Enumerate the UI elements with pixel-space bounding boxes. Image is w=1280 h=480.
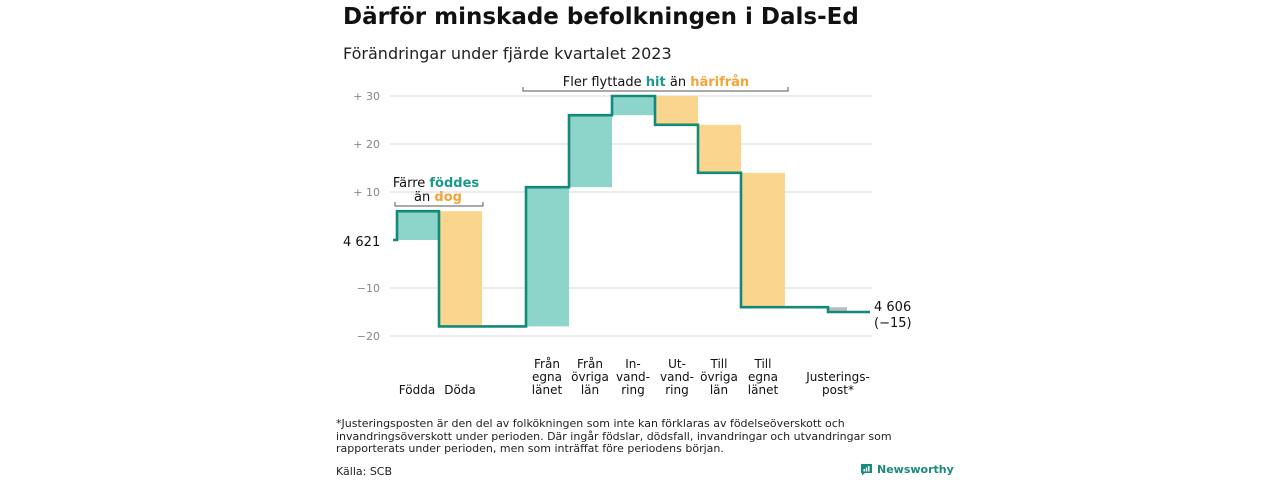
annotation-bracket-births — [394, 202, 484, 207]
chart-title: Därför minskade befolkningen i Dals-Ed — [343, 4, 859, 30]
x-label-till-egna-lanet: Till — [754, 357, 772, 371]
end-value-label: 4 606 — [874, 300, 911, 315]
annotation-segment: hit — [646, 75, 666, 90]
x-label-till-egna-lanet: länet — [748, 383, 779, 397]
bar-utvandring — [655, 96, 698, 125]
start-end-labels: 4 621 4 606(−15) — [343, 235, 912, 331]
x-label-till-ovriga-lan: län — [710, 383, 728, 397]
bar-till-egna-lanet — [741, 172, 785, 308]
x-label-fran-ovriga-lan: län — [581, 383, 599, 397]
x-label-doda: Döda — [444, 383, 476, 397]
y-tick-label: + 10 — [353, 186, 380, 199]
annotation-segment: än — [666, 75, 690, 90]
x-label-till-ovriga-lan: övriga — [700, 370, 738, 384]
end-change-label: (−15) — [874, 316, 912, 331]
x-label-fran-egna-lanet: Från — [534, 357, 560, 371]
bar-doda — [439, 211, 482, 327]
bar-fodda — [397, 211, 439, 240]
source-note: Källa: SCB — [336, 465, 393, 478]
y-tick-label: + 30 — [353, 90, 380, 103]
annotation-bracket-migration — [522, 87, 789, 92]
x-label-fodda: Födda — [399, 383, 435, 397]
bar-invandring — [612, 96, 655, 116]
running-total-line — [393, 94, 870, 328]
x-label-fran-egna-lanet: länet — [532, 383, 563, 397]
chart-subtitle: Förändringar under fjärde kvartalet 2023 — [343, 44, 672, 63]
bars — [397, 96, 847, 327]
y-tick-label: −20 — [357, 330, 380, 343]
footnote: *Justeringsposten är den del av folkökni… — [336, 417, 892, 455]
newsworthy-logo-icon — [861, 464, 872, 476]
annotation-segment: dog — [434, 190, 462, 205]
x-label-invandring: ring — [621, 383, 645, 397]
step-line — [393, 94, 870, 328]
y-axis-ticks: + 30 + 20 + 10 −10 −20 — [353, 90, 380, 343]
annotation-segment: Färre — [393, 176, 430, 191]
x-label-invandring: In- — [625, 357, 640, 371]
annotation-migration: Fler flyttade hit än härifrån — [563, 75, 749, 90]
annotation-births: Färre föddes — [393, 176, 480, 191]
x-label-till-egna-lanet: egna — [748, 370, 778, 384]
x-label-till-ovriga-lan: Till — [710, 357, 728, 371]
annotation-segment: härifrån — [690, 75, 749, 90]
annotation-segment: föddes — [429, 176, 479, 191]
x-label-justeringspost: Justerings- — [805, 370, 870, 384]
x-label-fran-ovriga-lan: Från — [577, 357, 603, 371]
bar-justeringspost — [828, 307, 847, 312]
x-label-fran-egna-lanet: egna — [532, 370, 562, 384]
brand-name: Newsworthy — [877, 463, 954, 476]
x-label-utvandring: Ut- — [668, 357, 686, 371]
bar-till-ovriga-lan — [698, 124, 741, 173]
bar-fran-egna-lanet — [526, 187, 569, 327]
bar-fran-ovriga-lan — [569, 115, 612, 188]
start-value-label: 4 621 — [343, 235, 380, 250]
annotation-births: än dog — [414, 190, 462, 205]
x-label-utvandring: ring — [665, 383, 689, 397]
x-label-fran-ovriga-lan: övriga — [571, 370, 609, 384]
x-axis-labels: Födda DödaFrånegnalänetFrånövrigalänIn-va… — [399, 357, 870, 397]
annotation-segment: än — [414, 190, 434, 205]
annotation-segment: Fler flyttade — [563, 75, 646, 90]
x-label-justeringspost: post* — [822, 383, 854, 397]
brand[interactable]: Newsworthy — [860, 463, 954, 476]
y-tick-label: −10 — [357, 282, 380, 295]
x-label-utvandring: vand- — [660, 370, 694, 384]
x-label-invandring: vand- — [616, 370, 650, 384]
y-tick-label: + 20 — [353, 138, 380, 151]
